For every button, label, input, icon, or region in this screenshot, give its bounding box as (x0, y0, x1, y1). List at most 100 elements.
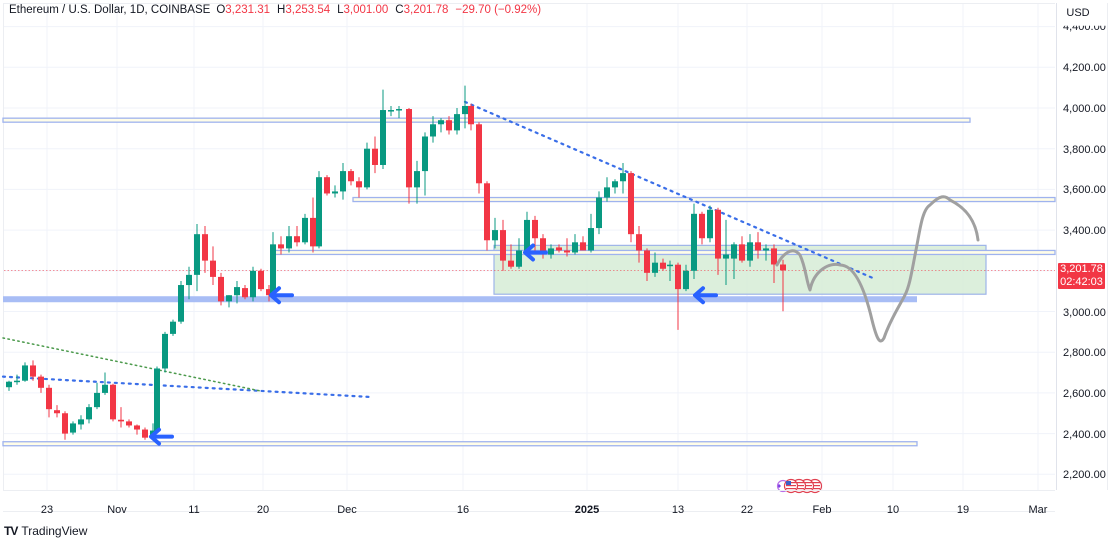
candle-up[interactable] (620, 162, 626, 194)
candle-down[interactable] (266, 285, 272, 302)
candle-down[interactable] (468, 103, 474, 131)
candle-up[interactable] (548, 244, 554, 259)
candle-up[interactable] (78, 415, 84, 430)
candle-up[interactable] (763, 244, 769, 261)
candle-down[interactable] (134, 424, 140, 435)
candle-down[interactable] (476, 122, 482, 194)
candle-up[interactable] (22, 362, 28, 382)
candle-up[interactable] (454, 108, 460, 135)
candle-down[interactable] (644, 248, 650, 281)
candle-up[interactable] (332, 185, 338, 198)
candle-up[interactable] (572, 234, 578, 255)
candle-down[interactable] (242, 285, 248, 300)
candle-down[interactable] (54, 405, 60, 418)
candle-up[interactable] (388, 105, 394, 117)
candle-up[interactable] (422, 132, 428, 196)
candle-down[interactable] (218, 272, 224, 306)
candle-down[interactable] (324, 175, 330, 196)
time-axis[interactable] (3, 490, 1055, 512)
candle-up[interactable] (70, 421, 76, 435)
candle-down[interactable] (540, 234, 546, 259)
candle-down[interactable] (110, 383, 116, 422)
candle-up[interactable] (462, 85, 468, 129)
candle-down[interactable] (780, 259, 786, 312)
candle-down[interactable] (755, 232, 761, 259)
candle-down[interactable] (126, 419, 132, 428)
candle-up[interactable] (250, 266, 256, 302)
candle-down[interactable] (372, 136, 378, 174)
candle-up[interactable] (154, 366, 160, 434)
candle-down[interactable] (210, 246, 216, 286)
currency-label[interactable]: USD (1058, 3, 1098, 23)
candle-up[interactable] (364, 142, 370, 190)
candle-up[interactable] (747, 234, 753, 267)
candle-down[interactable] (628, 171, 634, 243)
candle-down[interactable] (38, 374, 44, 393)
candle-down[interactable] (500, 219, 506, 271)
candle-up[interactable] (652, 252, 658, 277)
candle-up[interactable] (612, 179, 618, 194)
candle-down[interactable] (62, 411, 68, 440)
candle-up[interactable] (430, 116, 436, 143)
candle-down[interactable] (580, 236, 586, 251)
candle-down[interactable] (715, 207, 721, 275)
candle-up[interactable] (604, 177, 610, 202)
candle-down[interactable] (118, 407, 124, 428)
candle-up[interactable] (162, 331, 168, 373)
candle-up[interactable] (667, 260, 673, 281)
candle-down[interactable] (675, 262, 681, 330)
candle-down[interactable] (484, 181, 490, 251)
candle-up[interactable] (596, 191, 602, 235)
candle-up[interactable] (414, 160, 420, 204)
candle-down[interactable] (294, 226, 300, 247)
candle-down[interactable] (771, 244, 777, 284)
candle-down[interactable] (30, 360, 36, 381)
candle-down[interactable] (739, 236, 745, 263)
candle-up[interactable] (683, 264, 689, 292)
candle-up[interactable] (302, 213, 308, 245)
candle-up[interactable] (731, 242, 737, 279)
candle-up[interactable] (380, 89, 386, 170)
candle-up[interactable] (396, 105, 402, 119)
symbol-title[interactable]: Ethereum / U.S. Dollar, 1D, COINBASE (9, 4, 211, 16)
candle-up[interactable] (170, 319, 176, 336)
candle-up[interactable] (270, 232, 276, 298)
candle-up[interactable] (691, 203, 697, 279)
candle-up[interactable] (492, 217, 498, 249)
candle-up[interactable] (516, 238, 522, 269)
candle-down[interactable] (660, 258, 666, 271)
candle-up[interactable] (6, 380, 12, 391)
plot-area[interactable] (3, 3, 1055, 490)
candle-up[interactable] (438, 118, 444, 133)
candle-up[interactable] (186, 266, 192, 300)
candle-down[interactable] (258, 268, 264, 292)
candle-down[interactable] (564, 238, 570, 257)
candle-down[interactable] (356, 177, 362, 198)
candle-down[interactable] (508, 244, 514, 269)
candle-up[interactable] (234, 280, 240, 304)
candle-down[interactable] (278, 236, 284, 255)
candle-up[interactable] (340, 162, 346, 200)
candle-up[interactable] (14, 374, 20, 385)
price-axis[interactable] (1056, 3, 1108, 490)
candle-up[interactable] (723, 219, 729, 286)
candle-down[interactable] (46, 384, 52, 418)
candle-down[interactable] (406, 108, 412, 204)
candle-down[interactable] (636, 226, 642, 263)
candle-up[interactable] (86, 404, 92, 424)
candle-down[interactable] (532, 215, 538, 251)
candle-up[interactable] (707, 205, 713, 243)
candle-up[interactable] (316, 171, 322, 249)
candle-down[interactable] (699, 211, 705, 245)
candle-up[interactable] (286, 226, 292, 253)
candle-down[interactable] (202, 226, 208, 273)
candle-down[interactable] (556, 244, 562, 253)
candle-up[interactable] (102, 372, 108, 395)
candle-up[interactable] (178, 280, 184, 324)
candle-up[interactable] (94, 382, 100, 410)
candle-up[interactable] (226, 295, 232, 308)
candle-up[interactable] (588, 213, 594, 253)
candle-down[interactable] (446, 116, 452, 135)
candle-down[interactable] (310, 197, 316, 253)
